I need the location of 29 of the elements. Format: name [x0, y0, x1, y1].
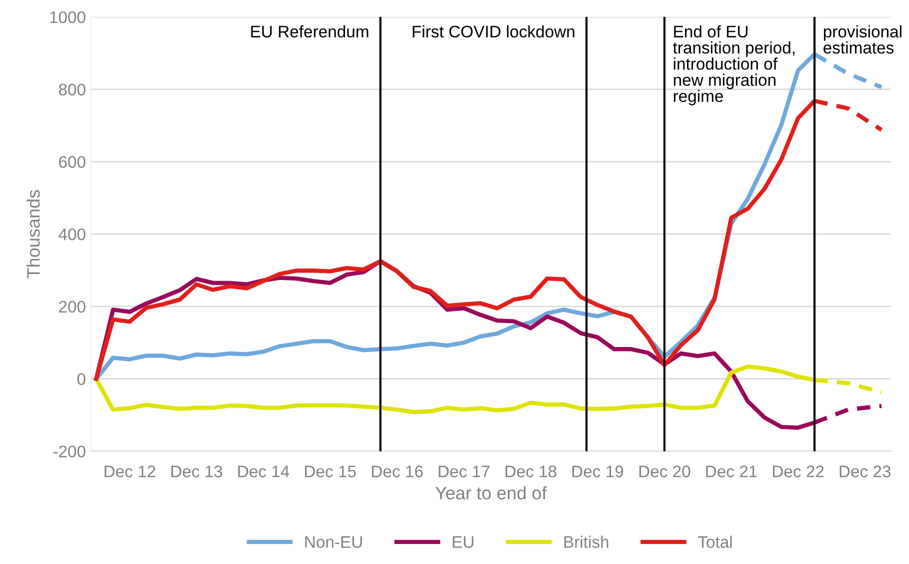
legend-label: EU [452, 536, 474, 548]
ref-line-label: provisional estimates [824, 25, 902, 54]
x-tick-label: Dec 12 [104, 466, 156, 478]
legend-label: British [564, 536, 608, 548]
x-tick-label: Dec 18 [506, 466, 556, 478]
x-tick-label: Dec 15 [305, 466, 356, 478]
y-tick-label: 0 [77, 373, 86, 386]
ref-line-label: EU Referendum [251, 25, 368, 38]
x-axis-title: Year to end of [435, 486, 547, 500]
legend-label: Total [698, 536, 732, 548]
legend-label: Non-EU [305, 536, 362, 548]
y-tick-label: 1000 [50, 11, 86, 24]
x-tick-label: Dec 16 [372, 466, 423, 478]
x-tick-label: Dec 21 [706, 466, 757, 478]
x-tick-label: Dec 13 [171, 466, 222, 478]
y-tick-label: 800 [58, 84, 86, 96]
y-tick-label: 400 [58, 228, 86, 240]
x-tick-label: Dec 19 [572, 466, 624, 478]
x-tick-label: Dec 14 [238, 466, 290, 478]
x-tick-label: Dec 17 [438, 466, 490, 478]
y-tick-label: 600 [59, 156, 86, 168]
ref-line-label: End of EU transition period, introduction of new migration regime [673, 25, 794, 106]
ref-line-label: First COVID lockdown [412, 25, 574, 38]
y-tick-label: -200 [53, 446, 86, 458]
x-tick-label: Dec 22 [773, 466, 824, 478]
x-tick-label: Dec 20 [639, 466, 690, 478]
x-tick-label: Dec 23 [840, 466, 891, 478]
y-axis-title: Thousands [26, 190, 40, 278]
y-tick-label: 200 [59, 300, 86, 313]
